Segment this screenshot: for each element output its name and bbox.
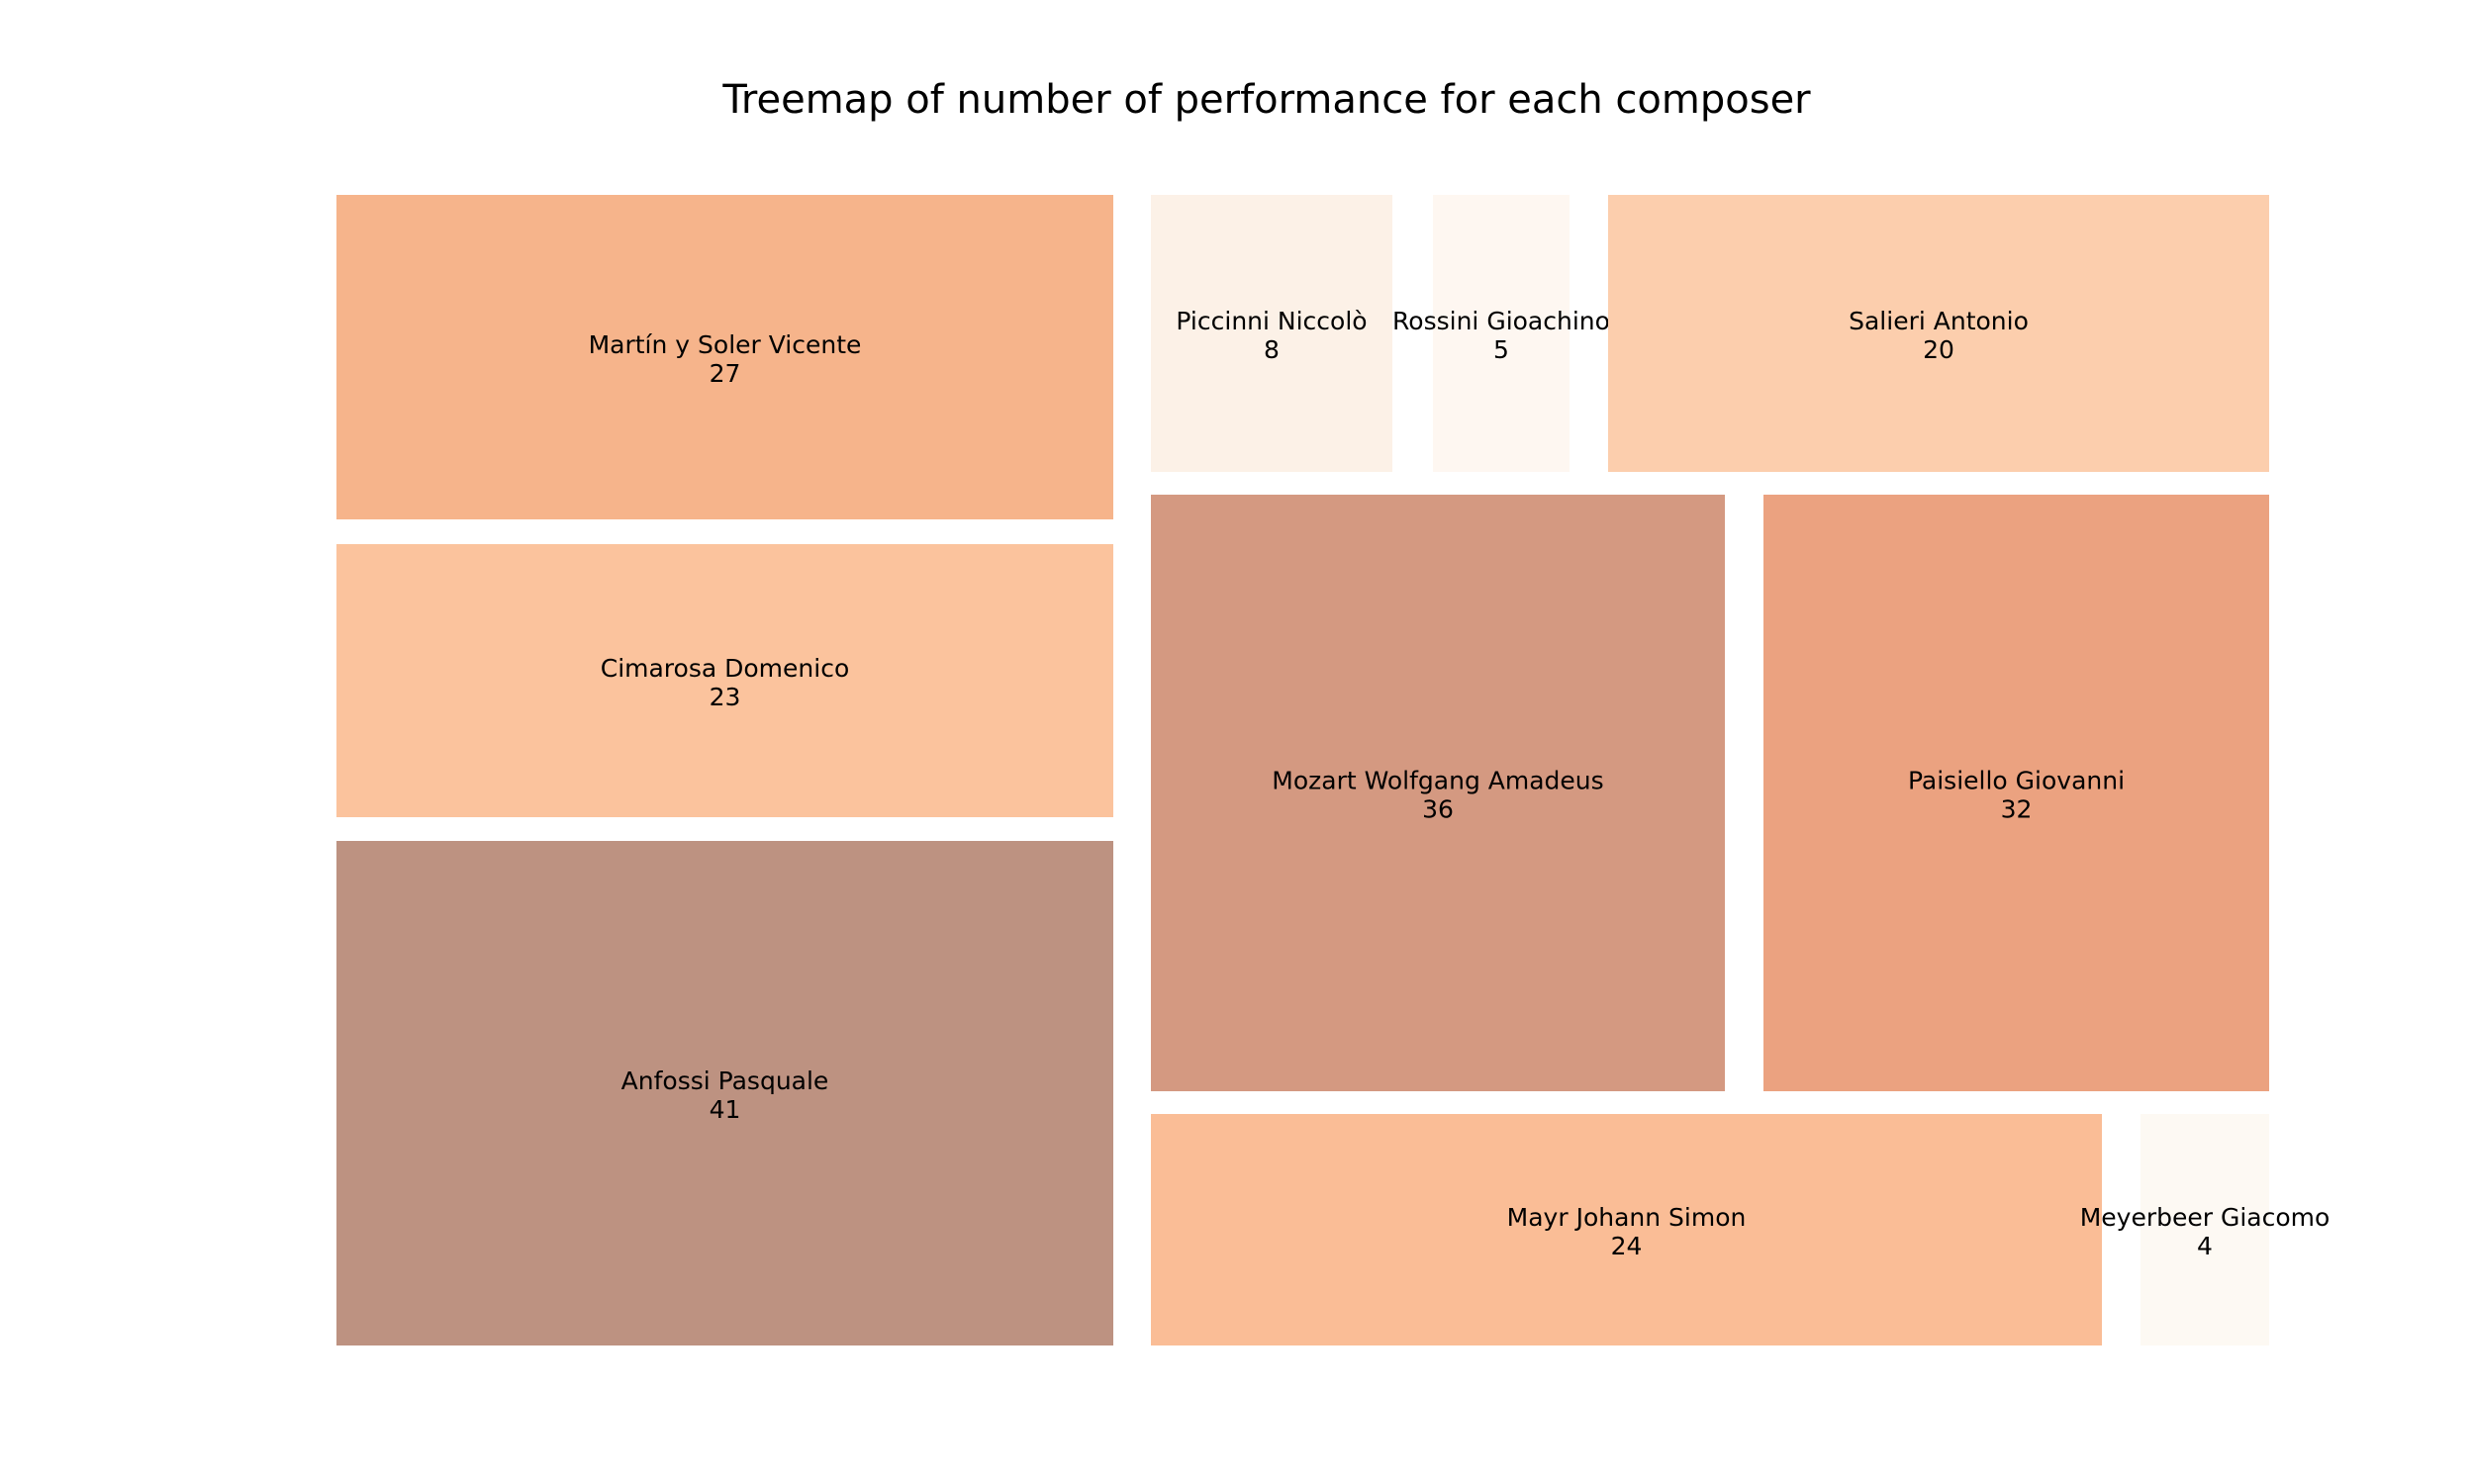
tile-value-label: 41: [710, 1095, 741, 1124]
tile-value-label: 20: [1923, 335, 1954, 364]
tile-name-label: Paisiello Giovanni: [1908, 767, 2125, 795]
tile-name-label: Cimarosa Domenico: [601, 654, 850, 683]
tile-name-label: Martín y Soler Vicente: [589, 330, 862, 359]
tile-rect: [1151, 495, 1725, 1091]
chart-title: Treemap of number of performance for eac…: [722, 77, 1811, 123]
tile-value-label: 36: [1422, 795, 1454, 824]
tile-rect: [1608, 195, 2269, 472]
tile-rect: [336, 841, 1113, 1345]
tile-value-label: 27: [710, 359, 741, 388]
tile-rect: [2141, 1114, 2269, 1345]
tile-value-label: 8: [1264, 335, 1280, 364]
tile-name-label: Rossini Gioachino: [1392, 307, 1610, 335]
tile-name-label: Mozart Wolfgang Amadeus: [1272, 767, 1603, 795]
tile-name-label: Mayr Johann Simon: [1507, 1203, 1747, 1232]
tile-name-label: Salieri Antonio: [1849, 307, 2029, 335]
tile-rect: [1151, 1114, 2102, 1345]
tile-value-label: 24: [1611, 1232, 1643, 1260]
tile-name-label: Piccinni Niccolò: [1176, 307, 1367, 335]
tile-name-label: Meyerbeer Giacomo: [2080, 1203, 2331, 1232]
tile-rect: [336, 195, 1113, 519]
tile-rect: [1763, 495, 2269, 1091]
tile-value-label: 23: [710, 683, 741, 711]
tile-value-label: 5: [1493, 335, 1509, 364]
tile-rect: [1151, 195, 1392, 472]
tile-rect: [336, 544, 1113, 817]
tile-value-label: 4: [2197, 1232, 2213, 1260]
tile-value-label: 32: [2001, 795, 2033, 824]
tile-name-label: Anfossi Pasquale: [621, 1067, 829, 1095]
tile-rect: [1433, 195, 1570, 472]
